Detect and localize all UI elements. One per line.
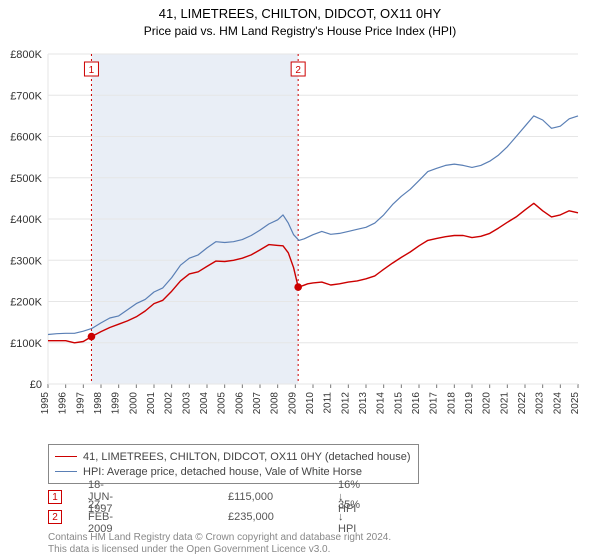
svg-text:1998: 1998 — [93, 392, 104, 415]
svg-text:2006: 2006 — [234, 392, 245, 415]
legend-item: HPI: Average price, detached house, Vale… — [55, 464, 410, 479]
note-marker: 2 — [48, 510, 62, 524]
sale-note-row: 227-FEB-2009£235,00035% ↓ HPI — [48, 510, 82, 524]
footer-line1: Contains HM Land Registry data © Crown c… — [48, 532, 391, 543]
svg-text:£800K: £800K — [10, 49, 42, 61]
svg-text:2018: 2018 — [446, 392, 457, 415]
svg-text:2022: 2022 — [517, 392, 528, 415]
svg-text:£600K: £600K — [10, 132, 42, 144]
svg-text:2015: 2015 — [393, 392, 404, 415]
svg-text:£700K: £700K — [10, 90, 42, 102]
svg-text:2024: 2024 — [552, 392, 563, 415]
svg-text:2008: 2008 — [270, 392, 281, 415]
legend-swatch — [55, 456, 77, 457]
svg-text:2016: 2016 — [411, 392, 422, 415]
svg-text:1997: 1997 — [75, 392, 86, 415]
svg-text:£500K: £500K — [10, 173, 42, 185]
svg-text:2003: 2003 — [181, 392, 192, 415]
legend-swatch — [55, 471, 77, 472]
legend-item: 41, LIMETREES, CHILTON, DIDCOT, OX11 0HY… — [55, 449, 410, 464]
svg-text:£300K: £300K — [10, 255, 42, 267]
svg-text:2002: 2002 — [164, 392, 175, 415]
note-price: £235,000 — [228, 511, 274, 523]
svg-text:2010: 2010 — [305, 392, 316, 415]
svg-text:£100K: £100K — [10, 338, 42, 350]
svg-text:2009: 2009 — [287, 392, 298, 415]
svg-text:£0: £0 — [30, 379, 42, 391]
svg-text:1: 1 — [89, 65, 95, 76]
svg-text:2025: 2025 — [570, 392, 581, 415]
svg-text:1999: 1999 — [111, 392, 122, 415]
svg-text:2004: 2004 — [199, 392, 210, 415]
svg-text:2013: 2013 — [358, 392, 369, 415]
svg-text:2011: 2011 — [323, 392, 334, 414]
svg-text:2021: 2021 — [499, 392, 510, 415]
svg-text:2001: 2001 — [146, 392, 157, 415]
svg-text:1995: 1995 — [40, 392, 51, 415]
svg-text:1996: 1996 — [58, 392, 69, 415]
legend: 41, LIMETREES, CHILTON, DIDCOT, OX11 0HY… — [48, 444, 419, 484]
svg-text:2023: 2023 — [535, 392, 546, 415]
svg-text:2012: 2012 — [340, 392, 351, 415]
svg-text:2020: 2020 — [482, 392, 493, 415]
svg-text:2017: 2017 — [429, 392, 440, 415]
price-chart: £0 £100K £200K £300K £400K £500K £600K £700K £80… — [0, 0, 600, 442]
sale-note-row: 118-JUN-1997£115,00016% ↓ HPI — [48, 490, 82, 504]
note-delta: 35% ↓ HPI — [338, 499, 360, 535]
svg-text:2019: 2019 — [464, 392, 475, 415]
note-price: £115,000 — [228, 491, 273, 503]
note-marker: 1 — [48, 490, 62, 504]
svg-text:2000: 2000 — [128, 392, 139, 415]
svg-text:£400K: £400K — [10, 214, 42, 226]
svg-text:2: 2 — [295, 65, 301, 76]
legend-label: HPI: Average price, detached house, Vale… — [83, 466, 362, 478]
svg-text:2005: 2005 — [217, 392, 228, 415]
svg-text:£200K: £200K — [10, 297, 42, 309]
note-date: 27-FEB-2009 — [88, 499, 113, 535]
svg-text:2014: 2014 — [376, 392, 387, 415]
footer-line2: This data is licensed under the Open Gov… — [48, 544, 330, 555]
legend-label: 41, LIMETREES, CHILTON, DIDCOT, OX11 0HY… — [83, 451, 410, 463]
svg-text:2007: 2007 — [252, 392, 263, 415]
